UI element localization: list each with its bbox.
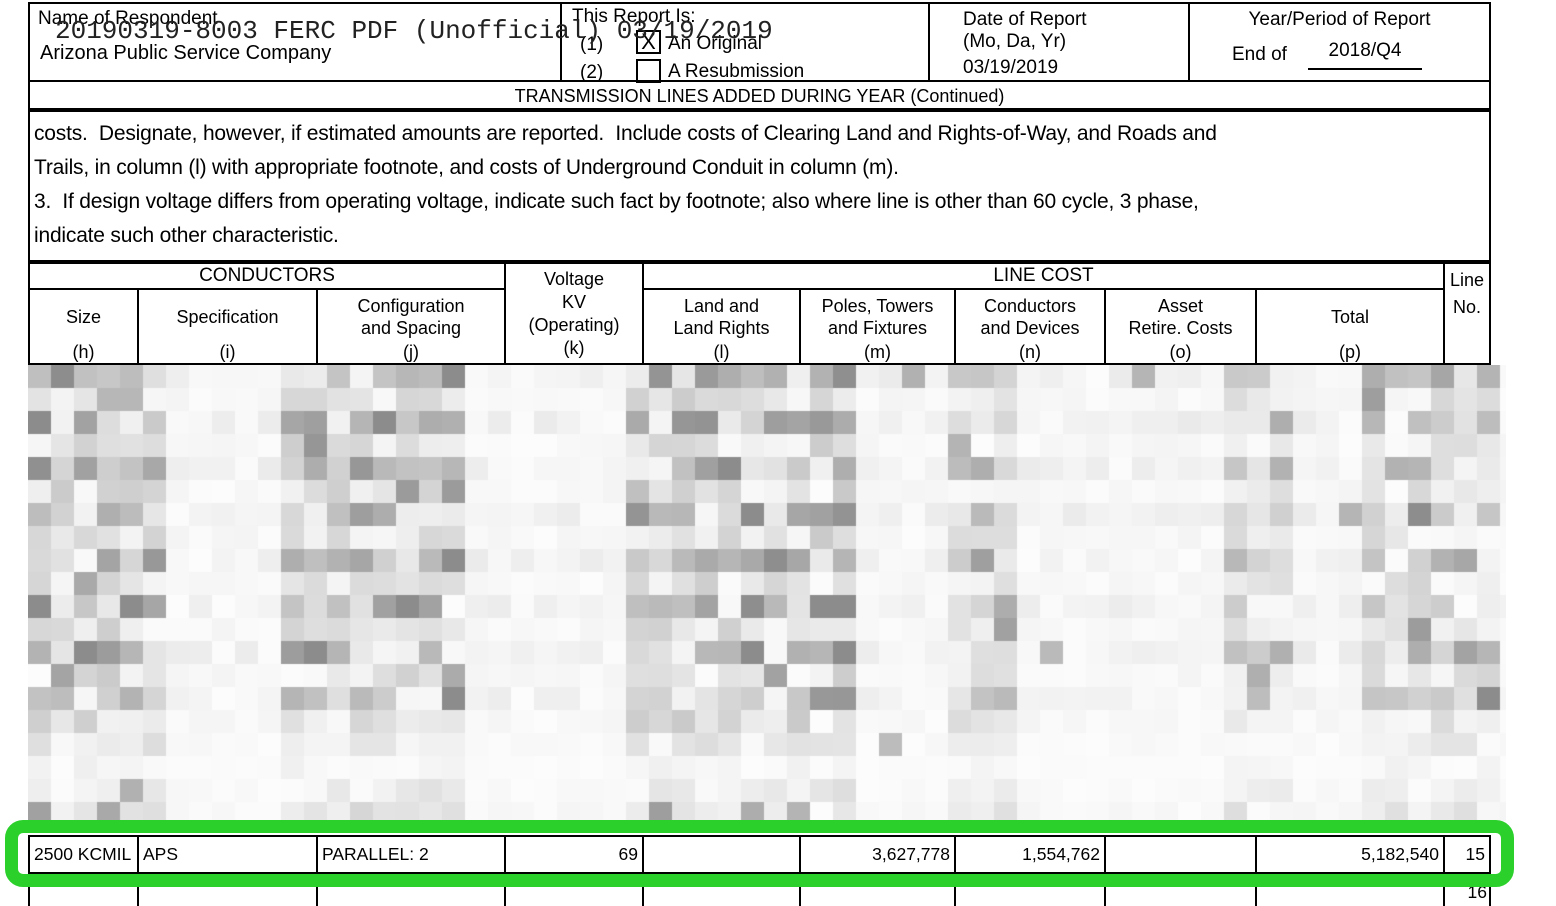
instructions-block: costs. Designate, however, if estimated …	[28, 112, 1491, 262]
cell-conductors: 1,554,762	[956, 837, 1106, 872]
respondent-box: Name of Respondent Arizona Public Servic…	[30, 4, 562, 80]
option2-label: A Resubmission	[668, 61, 805, 82]
year-period-label: Year/Period of Report	[1248, 9, 1431, 30]
option1-label: An Original	[668, 33, 762, 54]
cell-size: 2500 KCMIL	[30, 837, 139, 872]
year-period-value: 2018/Q4	[1328, 40, 1402, 61]
col-header-asset-retire: Asset Retire. Costs (o)	[1106, 290, 1257, 363]
group-header-line-cost: LINE COST	[644, 264, 1445, 290]
form-header: Name of Respondent Arizona Public Servic…	[28, 2, 1491, 83]
col-header-configuration: Configuration and Spacing (j)	[318, 290, 506, 363]
cell-line-no: 15	[1465, 844, 1485, 864]
year-period-underline	[1308, 68, 1422, 70]
checkbox-x-mark: X	[641, 29, 656, 54]
col-header-land: Land and Land Rights (l)	[644, 290, 801, 363]
col-header-voltage: Voltage KV (Operating) (k)	[506, 264, 644, 363]
year-period-box: Year/Period of Report End of 2018/Q4	[1190, 4, 1489, 80]
col-header-line-no: Line No.	[1445, 264, 1489, 363]
section-title: TRANSMISSION LINES ADDED DURING YEAR (Co…	[28, 82, 1491, 112]
date-label-line2: (Mo, Da, Yr)	[963, 31, 1067, 52]
line-no-line2: No.	[1452, 297, 1481, 317]
instruction-line: 3. If design voltage differs from operat…	[34, 190, 1199, 213]
line-no-line1: Line	[1449, 270, 1485, 290]
redacted-rows-blur	[28, 365, 1506, 821]
report-type-box: This Report Is: (1) X An Original (2) A …	[562, 4, 930, 83]
voltage-line3: (Operating)	[528, 314, 620, 335]
col-header-specification: Specification (i)	[139, 290, 318, 363]
cell-configuration: PARALLEL: 2	[318, 837, 506, 872]
report-type-label: This Report Is:	[572, 6, 696, 27]
cell-poles: 3,627,778	[801, 837, 956, 872]
cell-total: 5,182,540	[1257, 837, 1445, 872]
respondent-label: Name of Respondent	[38, 8, 218, 29]
original-checkbox[interactable]: X	[636, 30, 661, 54]
voltage-line2: KV	[561, 291, 586, 312]
col-header-conductors-devices: Conductors and Devices (n)	[956, 290, 1106, 363]
instruction-line: indicate such other characteristic.	[34, 224, 339, 247]
end-of-label: End of	[1232, 44, 1287, 65]
date-label-line1: Date of Report	[963, 9, 1087, 30]
highlighted-table-row: 2500 KCMIL APS PARALLEL: 2 69 3,627,778 …	[28, 835, 1491, 874]
instruction-line: Trails, in column (l) with appropriate f…	[34, 156, 899, 179]
option2-number: (2)	[580, 62, 604, 83]
option1-number: (1)	[580, 34, 604, 55]
cell-land	[644, 837, 801, 872]
resubmission-checkbox[interactable]	[636, 59, 661, 83]
respondent-name: Arizona Public Service Company	[40, 42, 332, 64]
group-header-conductors: CONDUCTORS	[30, 264, 506, 290]
next-table-row	[28, 887, 1491, 906]
date-value: 03/19/2019	[963, 57, 1059, 78]
ferc-watermark: 20190319-8003 FERC PDF (Unofficial) 03/1…	[55, 16, 773, 46]
cell-asset	[1106, 837, 1257, 872]
next-line-no: 16	[1467, 882, 1487, 902]
cell-specification: APS	[139, 837, 318, 872]
col-header-size: Size (h)	[30, 290, 139, 363]
col-header-poles: Poles, Towers and Fixtures (m)	[801, 290, 956, 363]
date-of-report-box: Date of Report (Mo, Da, Yr) 03/19/2019	[930, 4, 1190, 80]
voltage-letter: (k)	[563, 337, 585, 358]
voltage-line1: Voltage	[543, 268, 605, 289]
cell-voltage: 69	[506, 837, 644, 872]
table-header: CONDUCTORS Voltage KV (Operating) (k) LI…	[28, 262, 1491, 365]
instruction-line: costs. Designate, however, if estimated …	[34, 122, 1217, 145]
col-header-total: Total (p)	[1257, 290, 1445, 363]
